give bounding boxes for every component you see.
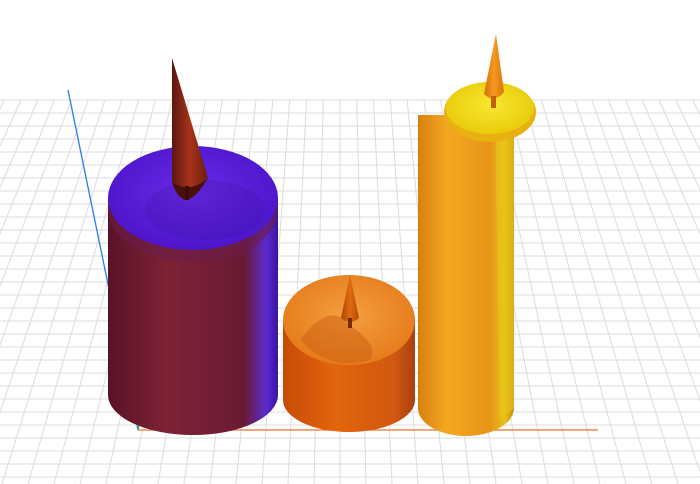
grid-line	[389, 99, 419, 484]
tall-candle-flame	[484, 34, 504, 99]
purple-candle-flame	[172, 58, 208, 188]
grid-line	[27, 99, 140, 484]
tall-candle[interactable]	[418, 34, 536, 436]
grid-line	[641, 99, 700, 236]
orange-candle[interactable]	[283, 275, 415, 432]
purple-candle-body	[108, 198, 278, 435]
purple-candle-top-shade	[145, 180, 265, 240]
tall-candle-wick	[491, 96, 496, 108]
grid-line	[0, 99, 39, 189]
grid-line	[507, 99, 601, 484]
grid-line	[557, 99, 679, 484]
grid-line	[658, 99, 700, 192]
purple-candle-rim	[108, 198, 278, 262]
grid-line	[675, 99, 700, 152]
orange-candle-wick	[348, 318, 352, 328]
grid-line	[540, 99, 653, 484]
grid-line	[608, 99, 700, 340]
tall-candle-top	[446, 82, 534, 134]
orange-candle-flame	[341, 275, 359, 322]
grid-line	[0, 99, 56, 236]
purple-candle-top	[108, 146, 278, 250]
purple-candle-flame-base	[172, 178, 208, 200]
grid-line	[0, 99, 89, 347]
purple-candle-wick	[185, 186, 189, 200]
orange-candle-shadow	[300, 315, 373, 364]
grid-line	[287, 99, 307, 484]
grid-line	[524, 99, 627, 484]
grid-line	[0, 99, 5, 110]
grid-line	[0, 99, 22, 148]
tall-candle-side-highlight	[495, 115, 514, 420]
grid-line	[0, 99, 72, 288]
grid-line	[0, 99, 106, 415]
purple-candle[interactable]	[108, 58, 278, 435]
grid-line	[1, 99, 123, 484]
grid-line	[624, 99, 700, 285]
grid-line	[591, 99, 700, 403]
grid-line	[692, 99, 700, 116]
tall-candle-body	[418, 115, 514, 436]
grid-line	[574, 99, 700, 474]
